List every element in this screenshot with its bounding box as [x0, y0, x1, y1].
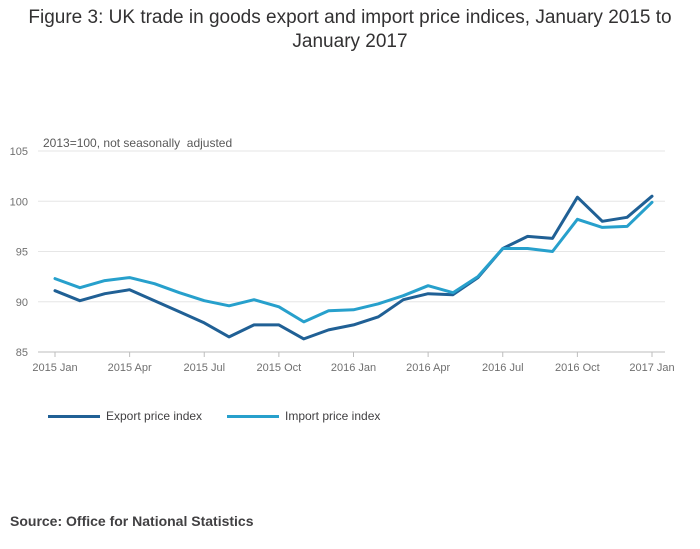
- line-chart: 85 90 95 100 105 2015 Jan 2015 Apr 2015 Jul 2015…: [10, 146, 675, 374]
- y-tick-label: 90: [16, 297, 28, 309]
- x-tick-label: 2016 Jul: [482, 362, 524, 374]
- x-tick-label: 2016 Apr: [406, 362, 450, 374]
- chart-subtitle: 2013=100, not seasonally adjusted: [43, 136, 233, 150]
- x-tick-label: 2016 Oct: [555, 362, 600, 374]
- x-tick-label: 2015 Oct: [257, 362, 302, 374]
- y-tick-label: 85: [16, 347, 28, 359]
- y-tick-label: 105: [10, 146, 28, 158]
- gridlines: [38, 150, 665, 353]
- legend-item-export: Export price index: [48, 409, 202, 423]
- series-lines: [53, 194, 654, 341]
- legend-swatch-import: [227, 414, 279, 418]
- x-tick-label: 2017 Jan: [629, 362, 674, 374]
- legend-swatch-export: [48, 414, 100, 418]
- x-tick-label: 2015 Jan: [32, 362, 77, 374]
- series-line-import: [53, 200, 654, 324]
- x-tick-label: 2015 Jul: [183, 362, 225, 374]
- legend-item-import: Import price index: [227, 409, 380, 423]
- y-tick-label: 95: [16, 247, 28, 259]
- x-tick-label: 2016 Jan: [331, 362, 376, 374]
- x-tick-label: 2015 Apr: [108, 362, 152, 374]
- chart-title: Figure 3: UK trade in goods export and i…: [28, 7, 672, 52]
- axes: 85 90 95 100 105 2015 Jan 2015 Apr 2015 Jul 2015…: [10, 146, 675, 374]
- legend-label-export: Export price index: [106, 409, 203, 423]
- series-line-export: [53, 194, 654, 341]
- legend-label-import: Import price index: [285, 409, 381, 423]
- source-note: Source: Office for National Statistics: [10, 513, 254, 529]
- y-tick-label: 100: [10, 196, 28, 208]
